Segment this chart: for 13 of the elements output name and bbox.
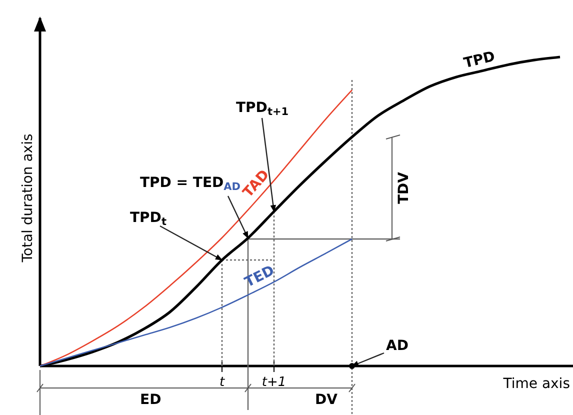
annotation: TPD$_{t+1}$ [236,100,289,118]
text: DV [315,392,338,408]
text: TED [242,262,278,291]
annotation: AD [386,338,408,354]
annotation: TPD = TED$_{AD}$ [140,175,241,193]
x-tick-label: t+1 [262,375,286,390]
text: TPD [462,48,497,72]
x-axis-title: Time axis [502,376,570,392]
text: ED [140,392,162,408]
annotation: TPD$_{t}$ [130,210,166,228]
y-axis-title: Total duration axis [20,134,36,264]
annotation: TDV [396,172,412,204]
x-tick-label: t [219,375,226,390]
